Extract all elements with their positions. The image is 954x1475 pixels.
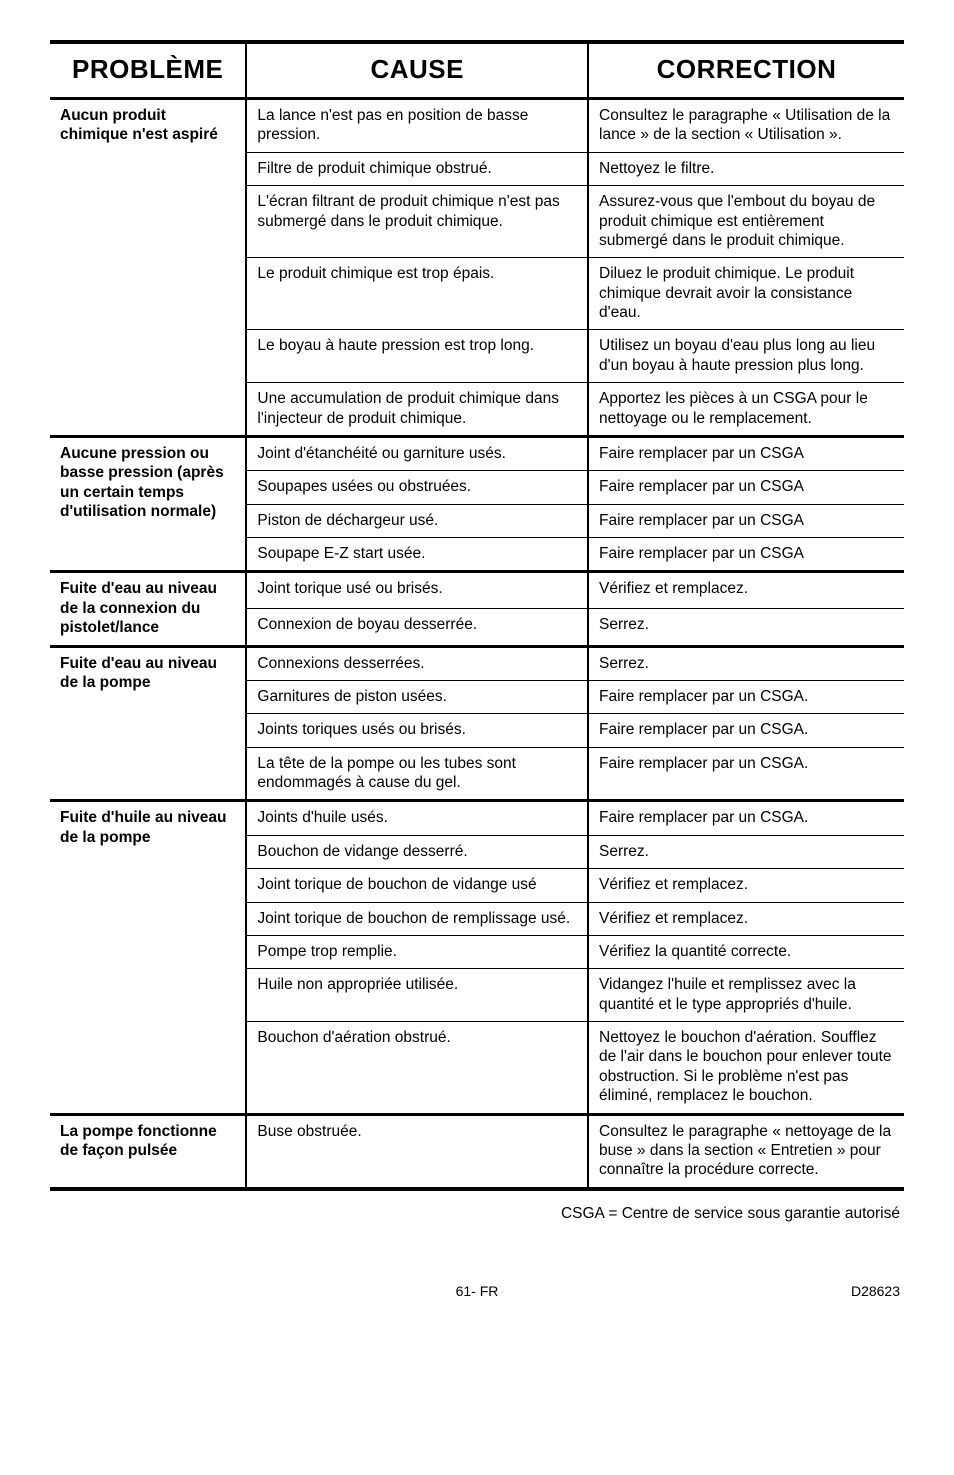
page-footer: 61- FR D28623 <box>50 1283 904 1299</box>
cause-cell: Une accumulation de produit chimique dan… <box>246 383 588 437</box>
cause-cell: Soupapes usées ou obstruées. <box>246 471 588 504</box>
correction-cell: Assurez-vous que l'embout du boyau de pr… <box>588 186 904 258</box>
problem-cell: Fuite d'huile au niveau de la pompe <box>50 801 246 1114</box>
correction-cell: Vérifiez et remplacez. <box>588 869 904 902</box>
correction-cell: Vérifiez et remplacez. <box>588 902 904 935</box>
correction-cell: Serrez. <box>588 609 904 646</box>
table-row: Fuite d'eau au niveau de la connexion du… <box>50 572 904 609</box>
cause-cell: Bouchon de vidange desserré. <box>246 835 588 868</box>
table-row: Aucun produit chimique n'est aspiréLa la… <box>50 99 904 153</box>
correction-cell: Faire remplacer par un CSGA. <box>588 680 904 713</box>
header-correction: CORRECTION <box>588 42 904 99</box>
cause-cell: Joint d'étanchéité ou garniture usés. <box>246 436 588 470</box>
table-header-row: PROBLÈME CAUSE CORRECTION <box>50 42 904 99</box>
correction-cell: Apportez les pièces à un CSGA pour le ne… <box>588 383 904 437</box>
correction-cell: Faire remplacer par un CSGA <box>588 504 904 537</box>
correction-cell: Consultez le paragraphe « Utilisation de… <box>588 99 904 153</box>
problem-cell: Fuite d'eau au niveau de la pompe <box>50 646 246 801</box>
table-row: La pompe fonctionne de façon pulséeBuse … <box>50 1114 904 1189</box>
table-row: Fuite d'huile au niveau de la pompeJoint… <box>50 801 904 835</box>
table-row: Aucune pression ou basse pression (après… <box>50 436 904 470</box>
cause-cell: La tête de la pompe ou les tubes sont en… <box>246 747 588 801</box>
correction-cell: Serrez. <box>588 835 904 868</box>
correction-cell: Vérifiez et remplacez. <box>588 572 904 609</box>
correction-cell: Nettoyez le bouchon d'aération. Soufflez… <box>588 1022 904 1115</box>
problem-cell: Aucune pression ou basse pression (après… <box>50 436 246 572</box>
footer-left <box>54 1283 174 1299</box>
cause-cell: Connexion de boyau desserrée. <box>246 609 588 646</box>
cause-cell: La lance n'est pas en position de basse … <box>246 99 588 153</box>
header-cause: CAUSE <box>246 42 588 99</box>
correction-cell: Nettoyez le filtre. <box>588 152 904 185</box>
correction-cell: Vérifiez la quantité correcte. <box>588 935 904 968</box>
footer-doc-number: D28623 <box>780 1283 900 1299</box>
problem-cell: Aucun produit chimique n'est aspiré <box>50 99 246 437</box>
correction-cell: Vidangez l'huile et remplissez avec la q… <box>588 969 904 1022</box>
correction-cell: Utilisez un boyau d'eau plus long au lie… <box>588 330 904 383</box>
correction-cell: Faire remplacer par un CSGA <box>588 538 904 572</box>
cause-cell: Filtre de produit chimique obstrué. <box>246 152 588 185</box>
footer-page-number: 61- FR <box>174 1283 780 1299</box>
cause-cell: Joint torique usé ou brisés. <box>246 572 588 609</box>
cause-cell: Huile non appropriée utilisée. <box>246 969 588 1022</box>
troubleshooting-table: PROBLÈME CAUSE CORRECTION Aucun produit … <box>50 40 904 1191</box>
correction-cell: Faire remplacer par un CSGA. <box>588 801 904 835</box>
correction-cell: Consultez le paragraphe « nettoyage de l… <box>588 1114 904 1189</box>
problem-cell: Fuite d'eau au niveau de la connexion du… <box>50 572 246 646</box>
cause-cell: Soupape E-Z start usée. <box>246 538 588 572</box>
cause-cell: Garnitures de piston usées. <box>246 680 588 713</box>
problem-cell: La pompe fonctionne de façon pulsée <box>50 1114 246 1189</box>
cause-cell: Joints d'huile usés. <box>246 801 588 835</box>
cause-cell: Piston de déchargeur usé. <box>246 504 588 537</box>
correction-cell: Serrez. <box>588 646 904 680</box>
cause-cell: Pompe trop remplie. <box>246 935 588 968</box>
correction-cell: Diluez le produit chimique. Le produit c… <box>588 258 904 330</box>
header-probleme: PROBLÈME <box>50 42 246 99</box>
cause-cell: Joint torique de bouchon de remplissage … <box>246 902 588 935</box>
cause-cell: Joints toriques usés ou brisés. <box>246 714 588 747</box>
footnote-csga: CSGA = Centre de service sous garantie a… <box>50 1205 904 1223</box>
cause-cell: Le produit chimique est trop épais. <box>246 258 588 330</box>
correction-cell: Faire remplacer par un CSGA. <box>588 747 904 801</box>
cause-cell: Bouchon d'aération obstrué. <box>246 1022 588 1115</box>
cause-cell: L'écran filtrant de produit chimique n'e… <box>246 186 588 258</box>
correction-cell: Faire remplacer par un CSGA <box>588 436 904 470</box>
cause-cell: Buse obstruée. <box>246 1114 588 1189</box>
table-row: Fuite d'eau au niveau de la pompeConnexi… <box>50 646 904 680</box>
correction-cell: Faire remplacer par un CSGA <box>588 471 904 504</box>
cause-cell: Joint torique de bouchon de vidange usé <box>246 869 588 902</box>
cause-cell: Connexions desserrées. <box>246 646 588 680</box>
correction-cell: Faire remplacer par un CSGA. <box>588 714 904 747</box>
cause-cell: Le boyau à haute pression est trop long. <box>246 330 588 383</box>
